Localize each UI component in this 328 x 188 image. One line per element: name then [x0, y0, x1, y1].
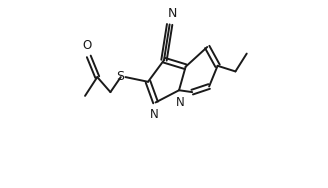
Text: N: N: [150, 108, 159, 121]
Text: O: O: [82, 39, 92, 52]
Text: N: N: [168, 7, 177, 20]
Text: N: N: [176, 96, 185, 109]
Text: S: S: [116, 70, 125, 83]
